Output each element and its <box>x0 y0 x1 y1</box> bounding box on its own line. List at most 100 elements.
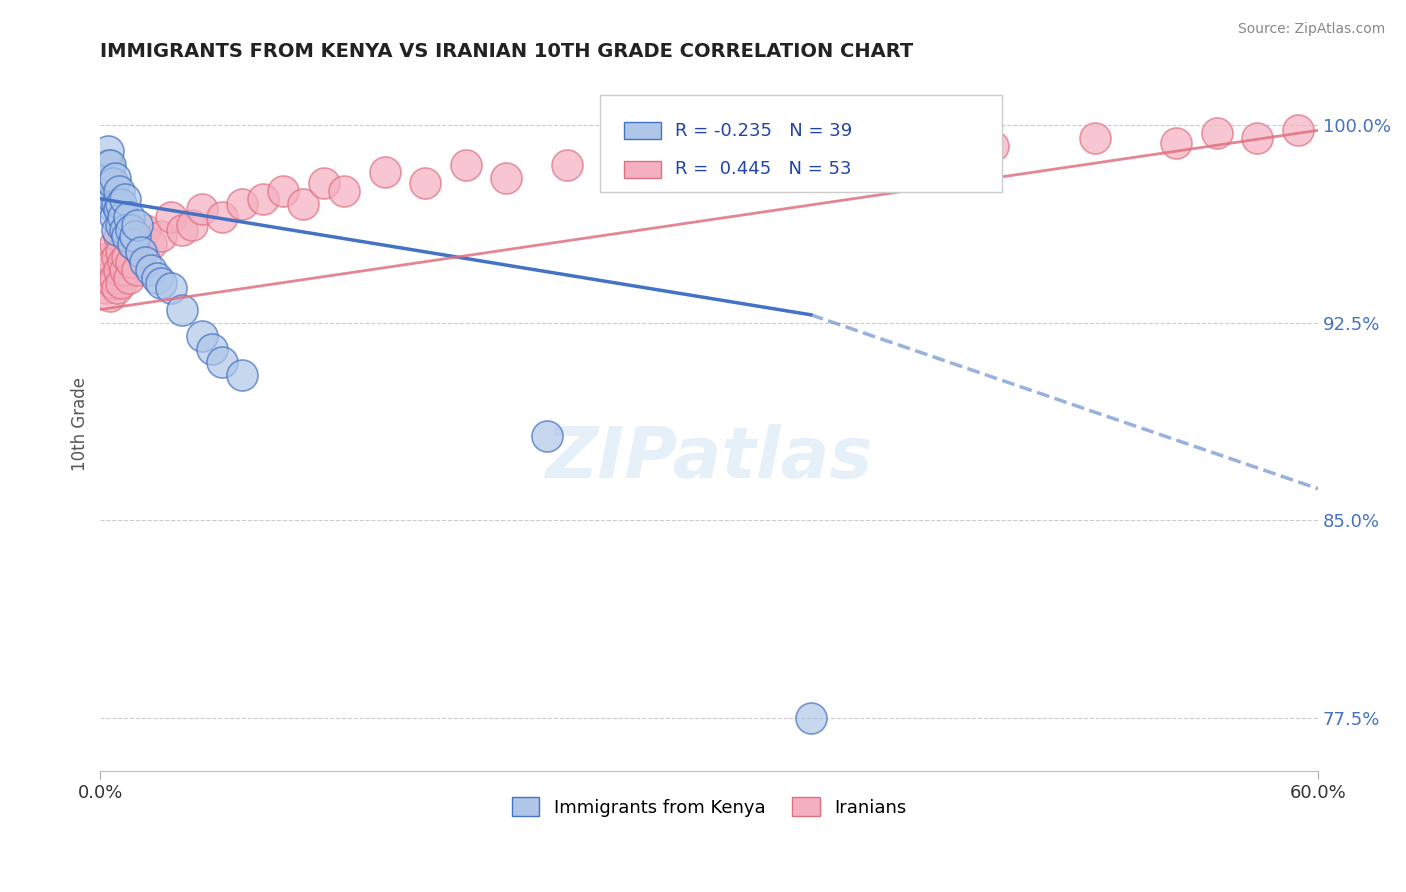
Point <box>555 157 578 171</box>
Point <box>93 263 115 277</box>
Point <box>96 281 118 295</box>
Point <box>536 429 558 443</box>
Point <box>191 329 214 343</box>
Point <box>121 236 143 251</box>
Point <box>114 223 136 237</box>
Point <box>100 157 122 171</box>
Point <box>495 170 517 185</box>
Point <box>129 244 152 259</box>
Text: Source: ZipAtlas.com: Source: ZipAtlas.com <box>1237 22 1385 37</box>
Bar <box>624 161 661 178</box>
Point <box>114 263 136 277</box>
Text: IMMIGRANTS FROM KENYA VS IRANIAN 10TH GRADE CORRELATION CHART: IMMIGRANTS FROM KENYA VS IRANIAN 10TH GR… <box>100 42 914 61</box>
Point <box>211 355 233 369</box>
Point <box>100 184 122 198</box>
Point <box>97 157 120 171</box>
Point <box>800 711 823 725</box>
Bar <box>624 122 661 139</box>
Point <box>160 281 183 295</box>
Point <box>105 197 128 211</box>
Point <box>100 289 122 303</box>
Y-axis label: 10th Grade: 10th Grade <box>72 377 89 471</box>
Point <box>110 276 132 290</box>
Point <box>93 170 115 185</box>
Point <box>333 184 356 198</box>
Point <box>115 250 138 264</box>
Point <box>125 263 148 277</box>
Point <box>759 150 782 164</box>
Point <box>105 281 128 295</box>
Point <box>107 263 129 277</box>
Point <box>111 211 134 225</box>
Point <box>121 236 143 251</box>
Point <box>107 228 129 243</box>
Point <box>105 223 128 237</box>
Point <box>124 228 146 243</box>
Point <box>129 244 152 259</box>
Point <box>413 176 436 190</box>
Point <box>312 176 335 190</box>
Point <box>191 202 214 217</box>
Point <box>170 302 193 317</box>
Text: R = -0.235   N = 39: R = -0.235 N = 39 <box>675 121 852 140</box>
Point <box>118 271 141 285</box>
Point <box>134 255 156 269</box>
Point <box>100 197 122 211</box>
Point <box>107 202 129 217</box>
Point <box>697 145 720 159</box>
Point <box>97 271 120 285</box>
Point <box>103 170 125 185</box>
Point <box>114 192 136 206</box>
Point <box>1286 123 1309 137</box>
Point <box>101 176 124 190</box>
Point <box>617 150 640 164</box>
Point <box>180 218 202 232</box>
Point <box>901 145 924 159</box>
Point <box>454 157 477 171</box>
Point <box>231 368 253 383</box>
Point <box>170 223 193 237</box>
Point <box>201 342 224 356</box>
Point <box>110 218 132 232</box>
Point <box>103 211 125 225</box>
Point <box>103 236 125 251</box>
Point <box>96 184 118 198</box>
Point <box>271 184 294 198</box>
Point <box>100 250 122 264</box>
Point <box>101 276 124 290</box>
Point <box>134 223 156 237</box>
Point <box>150 276 173 290</box>
Point <box>373 165 395 179</box>
Point <box>1164 136 1187 151</box>
Point <box>160 211 183 225</box>
Point <box>252 192 274 206</box>
Point <box>231 197 253 211</box>
Point <box>139 236 162 251</box>
Point <box>139 263 162 277</box>
Point <box>105 250 128 264</box>
Point <box>103 271 125 285</box>
Text: R =  0.445   N = 53: R = 0.445 N = 53 <box>675 161 852 178</box>
Point <box>115 228 138 243</box>
Point <box>211 211 233 225</box>
Point <box>150 228 173 243</box>
FancyBboxPatch shape <box>599 95 1001 192</box>
Point <box>101 192 124 206</box>
Point <box>120 255 142 269</box>
Point <box>110 197 132 211</box>
Point <box>983 139 1005 153</box>
Point <box>1084 131 1107 145</box>
Point <box>118 211 141 225</box>
Point <box>107 184 129 198</box>
Text: ZIPatlas: ZIPatlas <box>546 425 873 493</box>
Point <box>146 271 169 285</box>
Point <box>101 255 124 269</box>
Point <box>125 218 148 232</box>
Legend: Immigrants from Kenya, Iranians: Immigrants from Kenya, Iranians <box>505 790 914 824</box>
Point <box>292 197 315 211</box>
Point <box>97 145 120 159</box>
Point <box>820 139 842 153</box>
Point <box>111 255 134 269</box>
Point <box>120 223 142 237</box>
Point <box>1205 126 1227 140</box>
